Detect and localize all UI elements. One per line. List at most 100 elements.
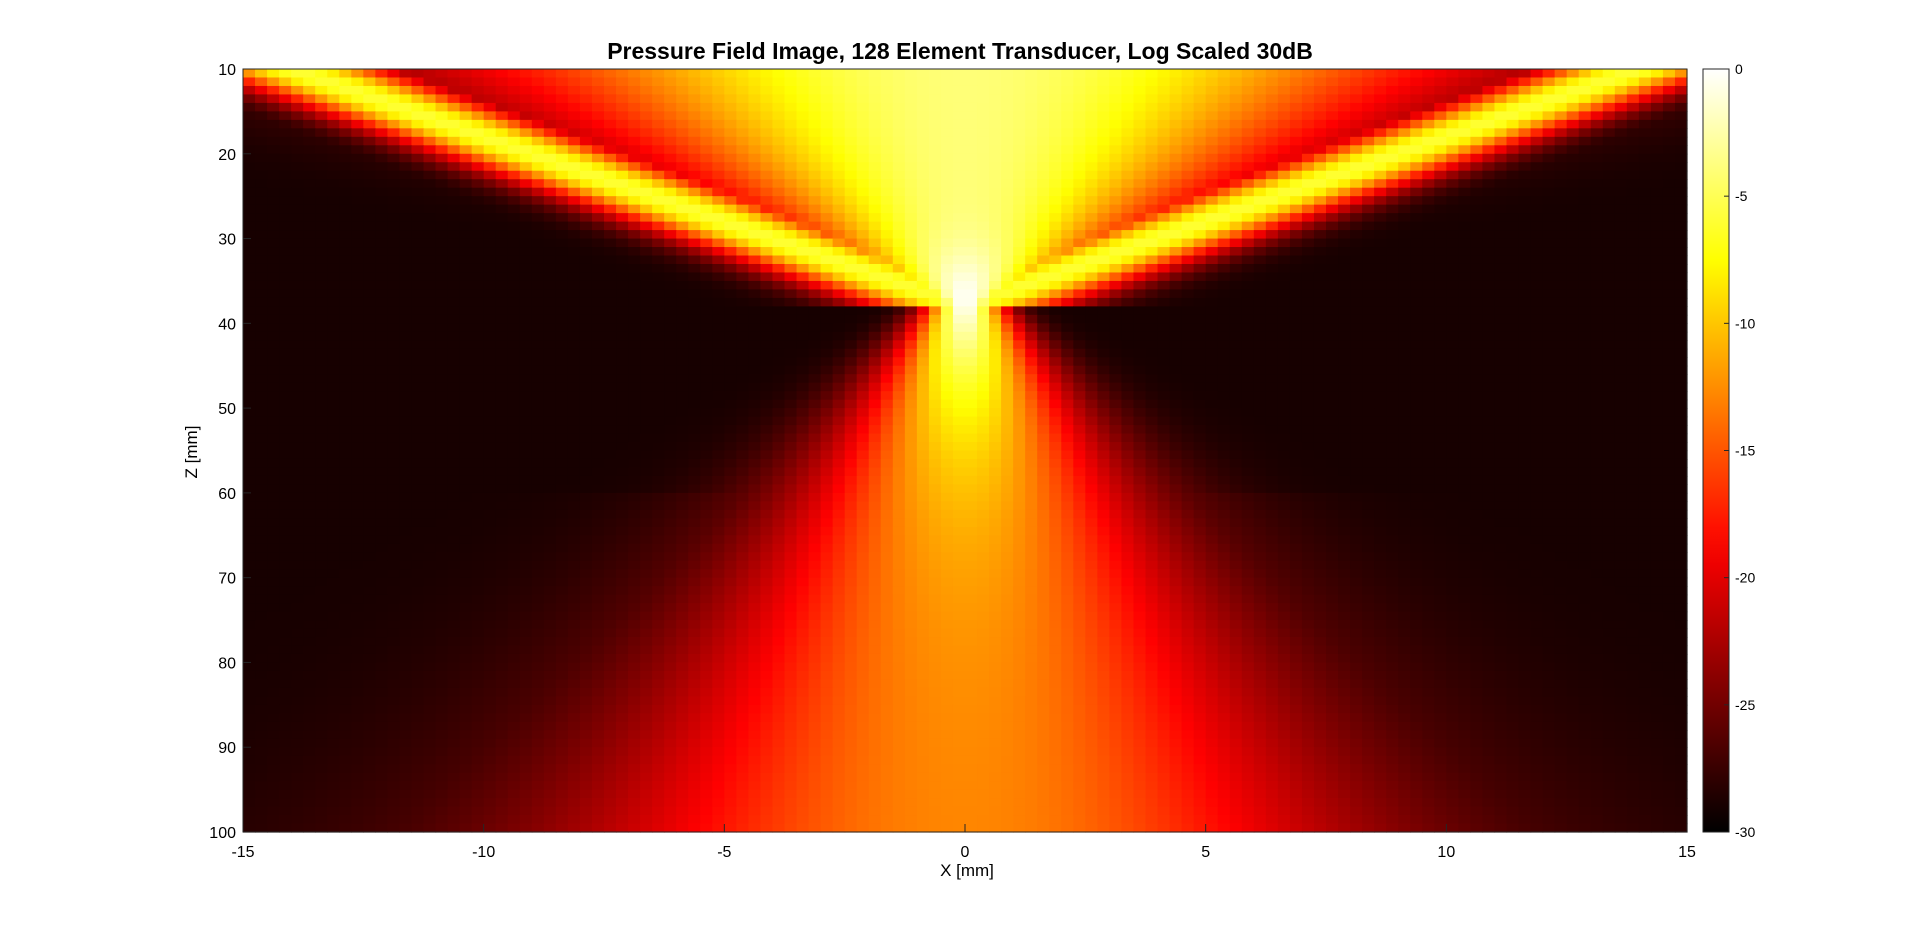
heatmap-cell [1338,153,1351,163]
heatmap-cell [1289,145,1303,155]
heatmap-cell [447,382,461,392]
heatmap-cell [435,408,449,418]
heatmap-cell [1061,94,1074,104]
heatmap-cell [1061,238,1074,248]
heatmap-cell [1674,230,1688,240]
heatmap-cell [267,306,280,316]
heatmap-cell [664,416,677,426]
heatmap-cell [315,280,328,291]
heatmap-cell [1590,213,1604,223]
heatmap-cell [664,340,677,350]
heatmap-cell [1013,255,1026,265]
heatmap-cell [844,297,858,307]
heatmap-cell [1566,238,1580,248]
heatmap-cell [351,255,364,265]
heatmap-cell [856,196,870,206]
heatmap-cell [255,85,268,96]
heatmap-cell [291,247,304,257]
heatmap-cell [1109,153,1123,163]
heatmap-cell [423,399,437,409]
heatmap-cell [315,255,328,265]
heatmap-cell [1506,69,1520,79]
heatmap-cell [1554,391,1568,401]
heatmap-cell [820,153,834,163]
heatmap-cell [267,340,280,350]
heatmap-cell [1241,247,1255,257]
heatmap-cell [1253,94,1267,104]
heatmap-cell [579,391,593,401]
heatmap-cell [1554,153,1568,163]
heatmap-cell [1602,238,1616,248]
heatmap-cell [1470,128,1484,138]
heatmap-cell [628,119,641,129]
heatmap-cell [1578,145,1592,155]
heatmap-cell [279,145,292,155]
heatmap-cell [1013,306,1026,316]
heatmap-cell [1614,297,1628,307]
heatmap-cell [676,280,689,291]
heatmap-cell [965,196,978,206]
heatmap-cell [748,297,762,307]
heatmap-cell [1193,111,1207,121]
heatmap-cell [327,204,340,214]
heatmap-cell [965,297,978,307]
heatmap-cell [1157,374,1171,384]
heatmap-cell [1374,263,1387,274]
heatmap-cell [989,416,1002,426]
heatmap-cell [1410,128,1423,138]
heatmap-cell [1578,314,1592,324]
heatmap-cell [459,340,473,350]
heatmap-cell [977,213,990,223]
heatmap-cell [652,306,665,316]
heatmap-cell [543,247,557,257]
heatmap-cell [989,128,1002,138]
heatmap-cell [1061,331,1074,341]
heatmap-cell [399,280,413,291]
heatmap-cell [1061,263,1074,274]
heatmap-cell [1289,111,1303,121]
heatmap-cell [724,230,737,240]
heatmap-cell [916,382,930,392]
heatmap-cell [459,136,473,146]
heatmap-cell [243,357,256,367]
heatmap-cell [1674,365,1688,375]
heatmap-cell [700,221,713,231]
heatmap-cell [1578,204,1592,214]
heatmap-cell [856,340,870,350]
heatmap-cell [1217,69,1231,79]
heatmap-cell [712,136,725,146]
heatmap-cell [1049,85,1062,96]
heatmap-cell [604,314,617,324]
heatmap-cell [940,399,954,409]
heatmap-cell [784,213,798,223]
heatmap-cell [604,280,617,291]
heatmap-cell [1482,102,1496,112]
heatmap-cell [1518,145,1532,155]
heatmap-cell [471,297,485,307]
heatmap-cell [1169,85,1183,96]
heatmap-cell [1338,408,1351,418]
heatmap-cell [820,162,834,172]
heatmap-cell [411,230,425,240]
heatmap-cell [1109,170,1123,180]
heatmap-cell [989,187,1002,197]
heatmap-cell [1362,399,1375,409]
heatmap-cell [712,297,725,307]
heatmap-cell [676,111,689,121]
heatmap-cell [977,382,990,392]
heatmap-cell [591,230,605,240]
heatmap-cell [1446,69,1459,79]
heatmap-cell [904,179,918,189]
heatmap-cell [736,102,749,112]
heatmap-cell [1638,408,1652,418]
heatmap-cell [952,213,966,223]
heatmap-cell [916,416,930,426]
heatmap-cell [375,408,388,418]
heatmap-cell [1614,399,1628,409]
heatmap-cell [1458,247,1471,257]
heatmap-cell [291,221,304,231]
heatmap-cell [1662,255,1676,265]
heatmap-cell [1037,69,1050,79]
heatmap-cell [1530,153,1544,163]
heatmap-cell [808,382,822,392]
